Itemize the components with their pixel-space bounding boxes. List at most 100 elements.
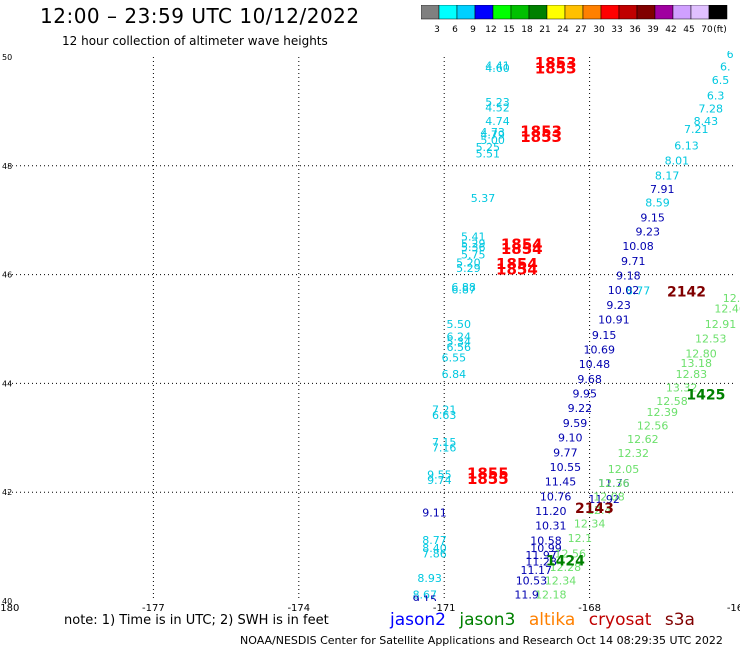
wave-height-label: 7.16 <box>432 441 457 454</box>
wave-height-label: 8.43 <box>694 115 719 128</box>
x-tick-label: -177 <box>142 603 165 614</box>
wave-height-label: 11.28 <box>525 556 557 569</box>
wave-height-label: 12.58 <box>656 395 688 408</box>
wave-height-label: 7.28 <box>699 102 724 115</box>
mission-cryosat: cryosat <box>588 610 652 630</box>
wave-height-label: 4.52 <box>485 101 510 114</box>
pass-time-label: 1853 <box>535 54 577 72</box>
wave-height-label: 11.45 <box>545 476 577 489</box>
wave-height-label: 10.08 <box>622 240 654 253</box>
mission-jason2: jason2 <box>390 610 446 630</box>
y-tick-label: 42 <box>2 488 12 497</box>
pass-time-label: 2143 <box>575 501 614 517</box>
wave-height-label: 12.36 <box>598 477 630 490</box>
wave-height-label: 8.40 <box>422 542 447 555</box>
wave-height-label: 6.24 <box>446 330 471 343</box>
wave-height-label: 11.65 <box>545 599 577 612</box>
colorbar-label: (ft) <box>713 25 727 35</box>
pass-time-label: 1425 <box>686 388 725 404</box>
pass-time-label: 1853 <box>520 128 562 146</box>
pass-time-label: 1424 <box>546 554 585 570</box>
mission-legend: jason2 jason3 altika cryosat s3a <box>390 610 703 630</box>
wave-height-label: 12.56 <box>637 420 669 433</box>
wave-height-label: 9.95 <box>573 388 598 401</box>
credit-line: NOAA/NESDIS Center for Satellite Applica… <box>240 634 723 647</box>
wave-height-label: 5.20 <box>456 256 481 269</box>
wave-height-label: 5.23 <box>485 96 510 109</box>
wave-height-label: 9.55 <box>427 469 452 482</box>
wave-height-label: 12.05 <box>608 463 640 476</box>
wave-height-label: 5.00 <box>480 134 505 147</box>
wave-height-label: 11.97 <box>525 549 557 562</box>
wave-height-label: 6.5 <box>712 74 730 87</box>
x-tick-label: -168 <box>578 603 601 614</box>
footer-note: note: 1) Time is in UTC; 2) SWH is in fe… <box>64 613 329 628</box>
wave-height-label: 5.37 <box>471 192 496 205</box>
pass-time-label: 1854 <box>501 240 543 258</box>
pass-time-label: 1853 <box>520 122 562 140</box>
colorbar-label: 18 <box>521 25 533 35</box>
wave-height-label: 5.25 <box>476 141 501 154</box>
wave-height-label: 4.79 <box>480 129 505 142</box>
x-tick-label: -16 <box>727 603 740 614</box>
wave-height-label: 8.93 <box>417 572 442 585</box>
pass-time-label: 1855 <box>467 465 509 483</box>
wave-height-label: 5.34 <box>446 335 471 348</box>
wave-height-label: 6.13 <box>674 139 699 152</box>
wave-height-label: 7.86 <box>422 547 447 560</box>
wave-height-label: 12.34 <box>545 575 577 588</box>
wave-height-label: 9.22 <box>568 402 593 415</box>
wave-height-label: 12.4 <box>723 292 740 305</box>
x-tick-label: -171 <box>433 603 456 614</box>
y-tick-label: 50 <box>2 53 12 62</box>
colorbar-swatch <box>708 5 728 20</box>
y-tick-label: 48 <box>2 162 12 171</box>
wave-height-label: 9.11 <box>422 507 447 520</box>
wave-height-label: 10.91 <box>598 314 630 327</box>
colorbar-label: 21 <box>539 25 550 35</box>
wave-height-label: 6.55 <box>442 352 467 365</box>
wave-height-label: 12.46 <box>714 303 740 316</box>
wave-height-label: 9.74 <box>427 474 452 487</box>
wave-height-label: 9.23 <box>606 299 631 312</box>
wave-height-label: 11.17 <box>521 564 553 577</box>
wave-height-label: 12.91 <box>705 318 737 331</box>
x-tick-label: -174 <box>287 603 310 614</box>
wave-height-label: 13.32 <box>666 382 698 395</box>
wave-height-label: 10.31 <box>535 520 567 533</box>
wave-height-label: 11.9 <box>514 588 539 601</box>
wave-height-label: 12.80 <box>685 347 717 360</box>
x-tick-label: -180 <box>0 603 19 614</box>
wave-height-label: 10.02 <box>608 284 640 297</box>
wave-height-label: 12.4 <box>587 504 612 517</box>
wave-height-label: 10.53 <box>516 575 548 588</box>
wave-height-label: 10.55 <box>550 461 582 474</box>
pass-time-label: 1854 <box>501 236 543 254</box>
wave-height-label: 12.28 <box>550 561 582 574</box>
wave-height-label: 9.71 <box>621 255 646 268</box>
wave-height-label: 12.18 <box>535 588 567 601</box>
wave-height-label: 10.76 <box>540 490 572 503</box>
wave-height-label: 4.60 <box>485 62 510 75</box>
wave-height-label: 6.84 <box>442 368 467 381</box>
wave-height-label: 12.83 <box>676 368 708 381</box>
wave-height-label: 10.99 <box>530 542 562 555</box>
wave-height-label: 12.39 <box>647 406 679 419</box>
wave-height-label: 8.77 <box>422 534 447 547</box>
wave-height-label: 9.77 <box>553 446 578 459</box>
colorbar-label: 12 <box>485 25 496 35</box>
y-tick-label: 40 <box>2 597 12 606</box>
color-legend: 3 6 9 12 15 18 21 24 27 30 33 36 39 42 45 70 (ft) <box>421 5 728 35</box>
wave-height-label: 13.18 <box>680 357 712 370</box>
wave-height-label: 8.17 <box>655 169 680 182</box>
colorbar-label: 39 <box>647 25 659 35</box>
wave-height-label: 7.21 <box>684 123 709 136</box>
wave-height-label: 4.74 <box>485 115 510 128</box>
wave-height-label: 6. <box>720 61 731 74</box>
pass-time-label: 1854 <box>496 261 538 279</box>
wave-height-label: 8.67 <box>413 588 438 601</box>
colorbar-label: 33 <box>611 25 622 35</box>
wave-height-label: 4.41 <box>485 60 510 73</box>
wave-height-label: 6.3 <box>707 89 725 102</box>
